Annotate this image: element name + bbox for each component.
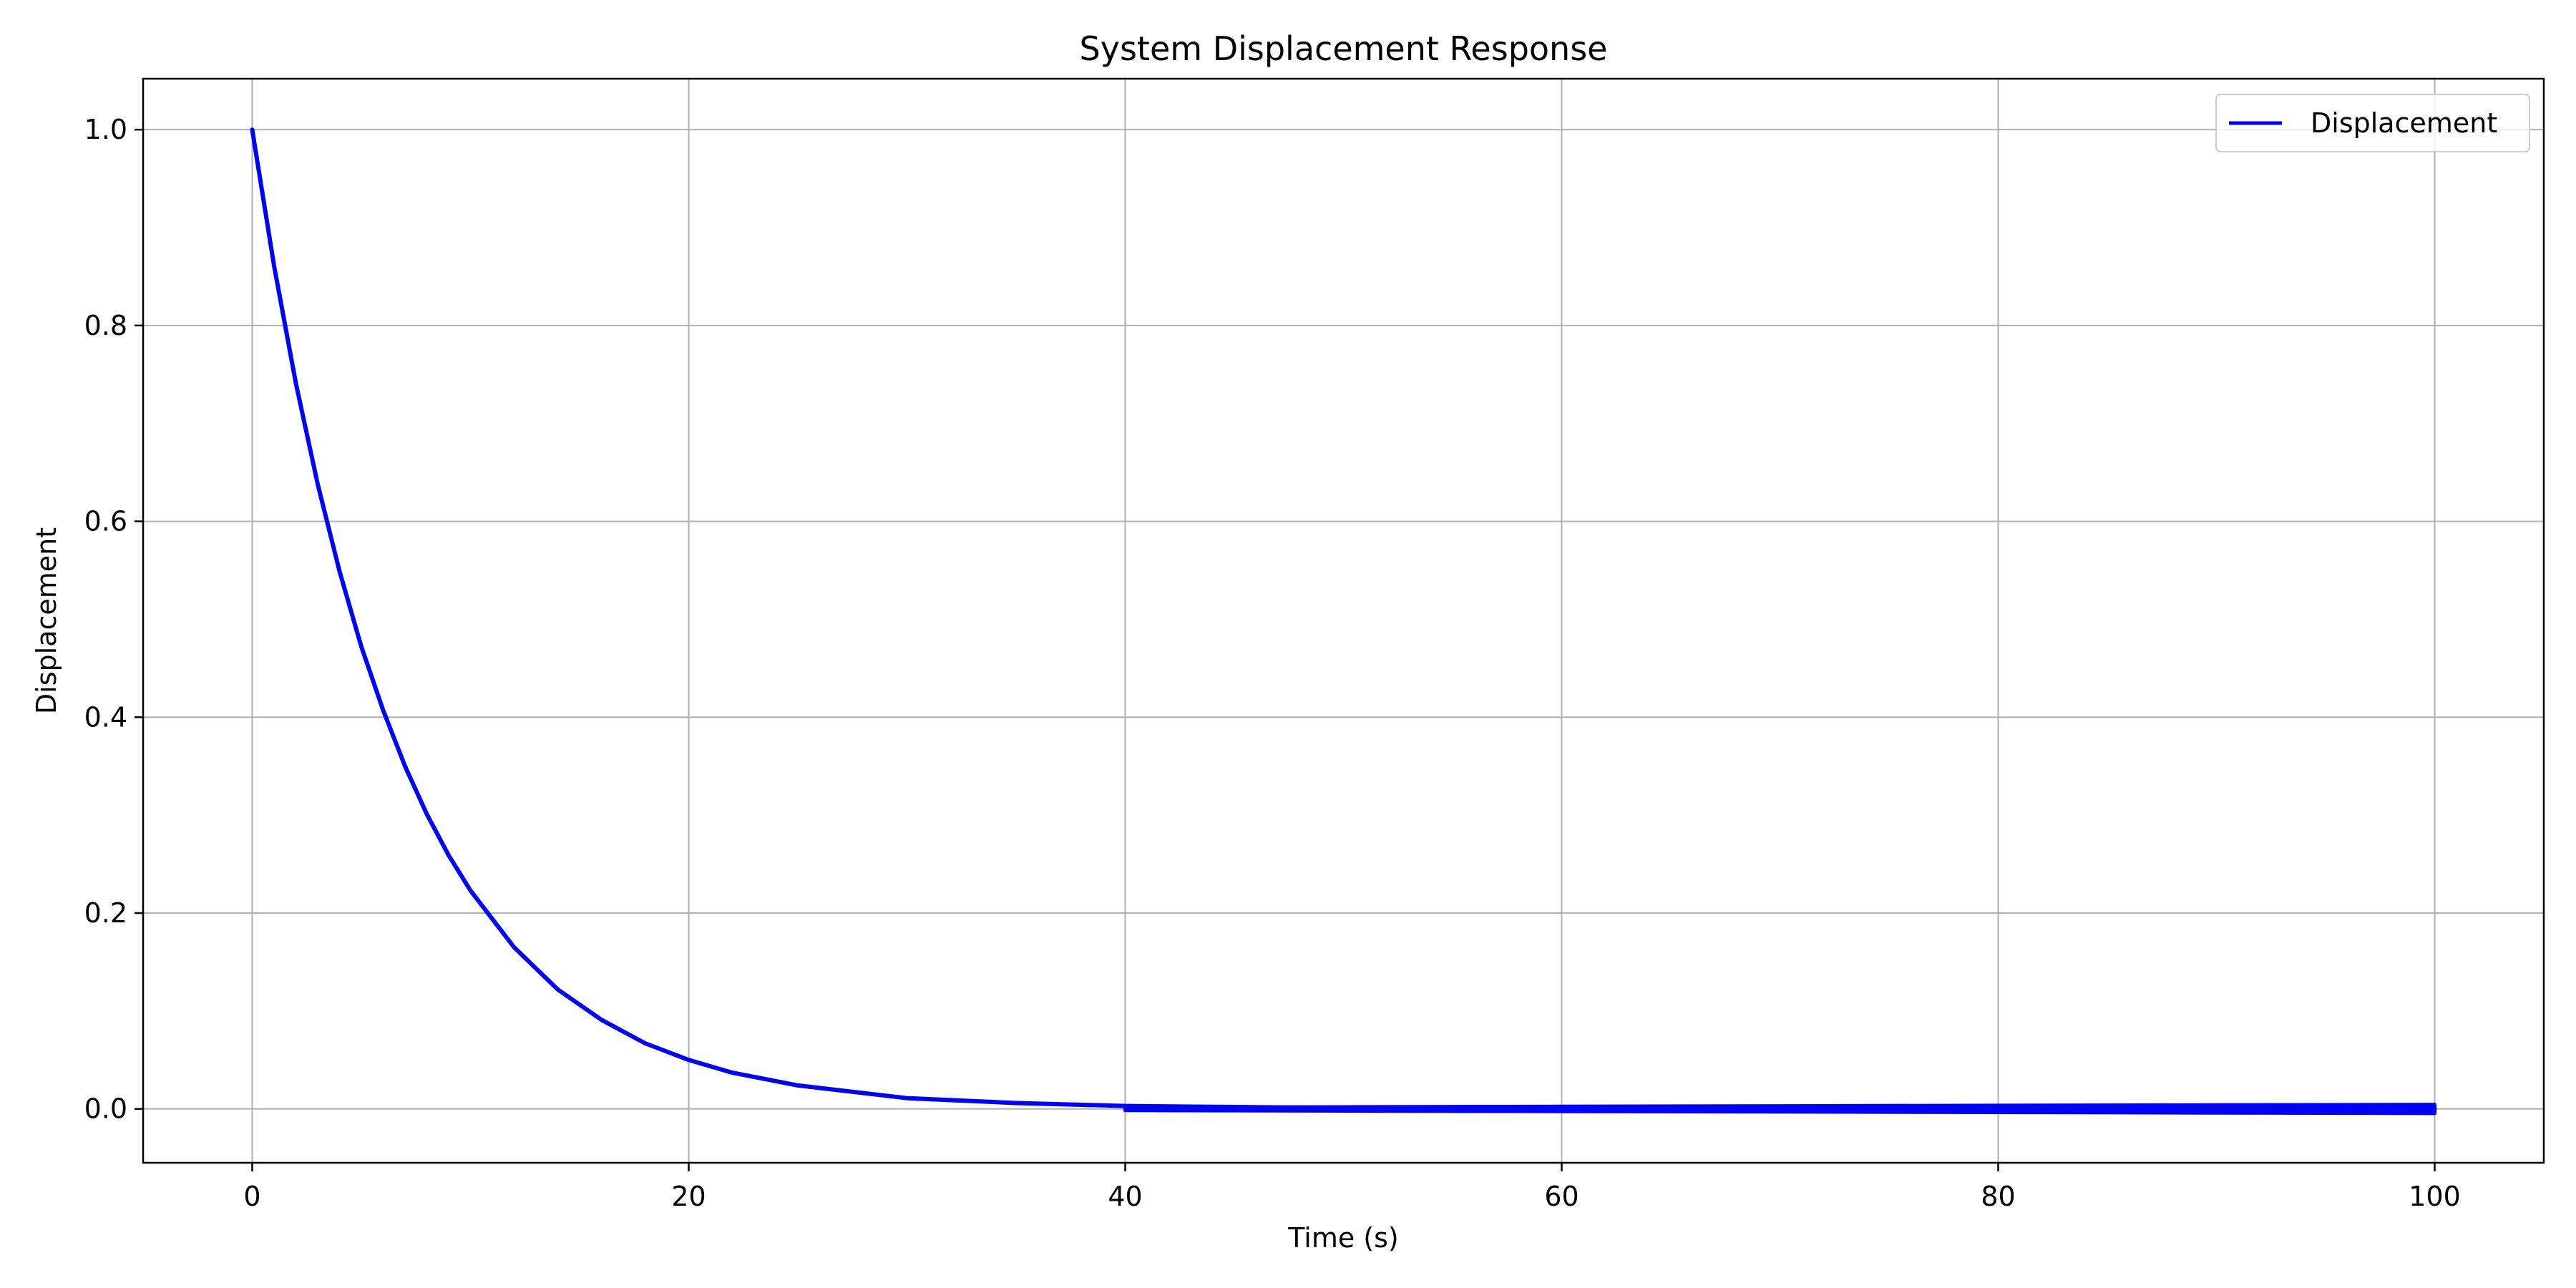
x-tick-label-0: 0 bbox=[243, 1181, 260, 1212]
y-tick-label-2: 0.4 bbox=[84, 701, 127, 733]
x-tick-label-4: 80 bbox=[1981, 1181, 2015, 1212]
grid bbox=[143, 79, 2544, 1163]
legend-label-displacement: Displacement bbox=[2311, 107, 2497, 139]
axis-ticks: 0 20 40 60 80 100 0.0 0.2 0.4 0.6 0.8 1.0 bbox=[84, 114, 2461, 1212]
chart-title: System Displacement Response bbox=[1080, 29, 1608, 68]
legend-box bbox=[2215, 94, 2530, 152]
y-tick-label-5: 1.0 bbox=[84, 114, 127, 145]
y-tick-label-3: 0.6 bbox=[84, 506, 127, 537]
data-series bbox=[250, 127, 2437, 1116]
x-tick-label-5: 100 bbox=[2409, 1181, 2461, 1212]
plot-frame bbox=[142, 77, 2545, 1164]
legend: Displacement bbox=[2215, 94, 2530, 152]
y-tick-label-1: 0.2 bbox=[84, 897, 127, 929]
y-tick-label-0: 0.0 bbox=[84, 1093, 127, 1125]
x-tick-label-3: 60 bbox=[1544, 1181, 1579, 1212]
y-tick-label-4: 0.8 bbox=[84, 310, 127, 341]
x-axis-label: Time (s) bbox=[1287, 1222, 1399, 1254]
y-axis-label: Displacement bbox=[31, 527, 62, 714]
series-oscillation-band bbox=[1123, 1103, 2436, 1116]
x-tick-label-2: 40 bbox=[1108, 1181, 1142, 1212]
x-tick-label-1: 20 bbox=[671, 1181, 706, 1212]
